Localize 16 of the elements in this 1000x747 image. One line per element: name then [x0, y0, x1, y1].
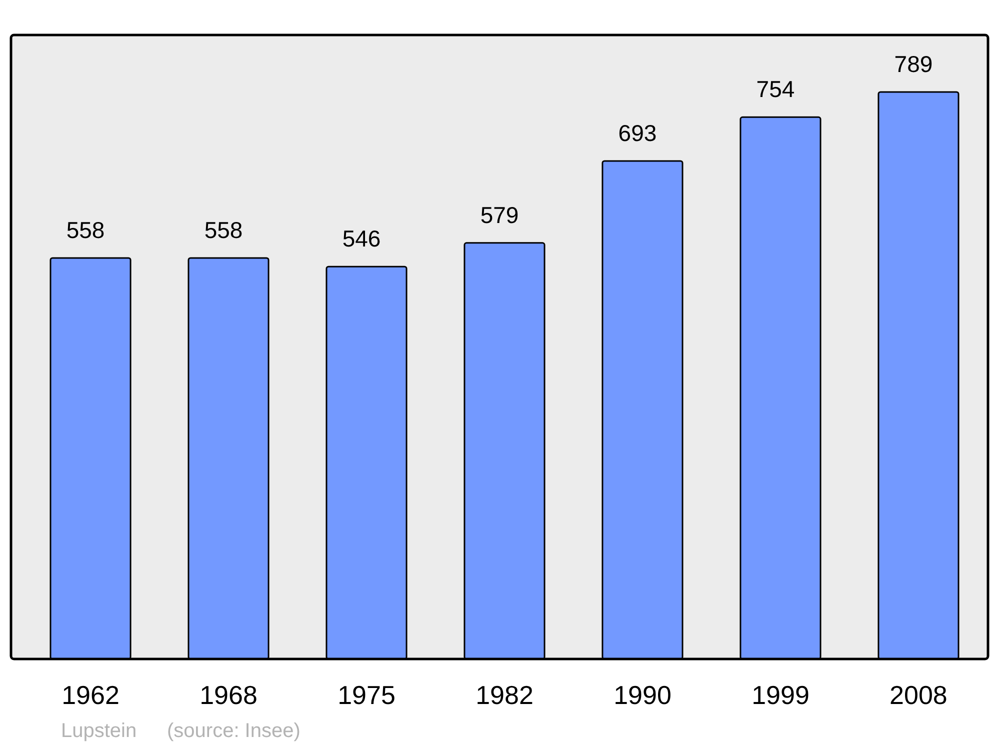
x-tick-label: 1982	[476, 680, 534, 710]
text: Lupstein	[61, 720, 137, 742]
text: (source: Insee)	[167, 720, 300, 742]
x-tick-label: 1999	[752, 680, 810, 710]
data-label: 558	[204, 217, 243, 244]
x-tick-label: 1968	[200, 680, 258, 710]
x-tick-label: 1962	[62, 680, 120, 710]
data-label: 789	[894, 51, 933, 77]
x-tick-label: 2008	[890, 680, 948, 710]
data-label: 693	[618, 120, 657, 146]
x-tick-label: 1990	[614, 680, 672, 710]
data-label: 754	[756, 76, 795, 102]
data-label: 546	[342, 226, 381, 252]
data-label: 579	[480, 202, 519, 228]
x-tick-label: 1975	[338, 680, 396, 710]
data-label: 558	[66, 217, 105, 244]
